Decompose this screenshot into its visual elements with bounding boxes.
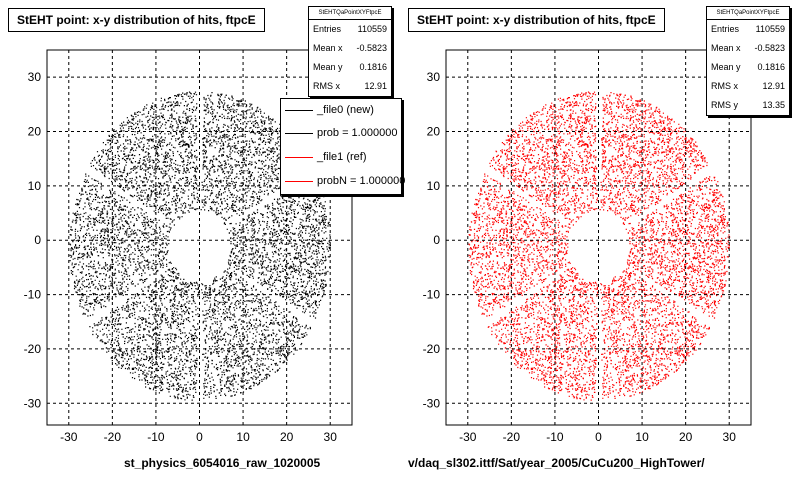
x-tick-label: -20: [503, 430, 521, 444]
hit-density: [69, 91, 332, 401]
stats-box: StEHTQaPointXYFtpcE Entries 110559 Mean x…: [706, 6, 790, 116]
x-tick-label: -10: [147, 430, 165, 444]
x-tick-label: -30: [459, 430, 477, 444]
stats-box: StEHTQaPointXYFtpcE Entries 110559 Mean x…: [308, 6, 392, 97]
stats-row: Mean y 0.1816: [313, 62, 387, 72]
x-tick-label: -10: [546, 430, 564, 444]
stats-title: StEHTQaPointXYFtpcE: [707, 7, 789, 20]
legend: _file0 (new) prob = 1.000000 _file1 (ref…: [280, 98, 405, 195]
y-tick-label: 0: [34, 233, 41, 247]
x-tick-label: 0: [595, 430, 602, 444]
hit-points: [468, 91, 731, 401]
y-tick-label: 30: [28, 70, 42, 84]
stats-row: RMS x 12.91: [313, 81, 387, 91]
chart-title: StEHT point: x-y distribution of hits, f…: [408, 8, 665, 32]
x-tick-label: 30: [723, 430, 737, 444]
x-tick-label: 0: [196, 430, 203, 444]
y-tick-label: 20: [427, 125, 441, 139]
left-panel: StEHT point: x-y distribution of hits, f…: [8, 6, 405, 470]
x-tick-label: -30: [60, 430, 78, 444]
x-tick-label: 20: [679, 430, 693, 444]
chart-title: StEHT point: x-y distribution of hits, f…: [8, 8, 265, 32]
x-tick-label: 10: [236, 430, 250, 444]
legend-swatch: [285, 157, 313, 158]
x-axis-label: v/daq_sl302.ittf/Sat/year_2005/CuCu200_H…: [408, 456, 705, 470]
legend-swatch: [285, 110, 313, 111]
x-tick-label: 30: [324, 430, 338, 444]
hit-points: [69, 91, 332, 401]
x-axis-label: st_physics_6054016_raw_1020005: [124, 456, 321, 470]
y-tick-label: -30: [423, 396, 441, 410]
y-tick-label: 20: [28, 125, 42, 139]
x-tick-label: 10: [635, 430, 649, 444]
y-tick-label: 10: [28, 179, 42, 193]
legend-swatch: [285, 133, 313, 134]
stats-title: StEHTQaPointXYFtpcE: [309, 7, 391, 20]
y-tick-label: 10: [427, 179, 441, 193]
y-tick-label: -20: [423, 342, 441, 356]
y-tick-label: -10: [423, 288, 441, 302]
stats-row: Mean x -0.5823: [313, 43, 387, 53]
x-tick-label: -20: [104, 430, 122, 444]
y-tick-label: 30: [427, 70, 441, 84]
stats-row: RMS y 13.35: [711, 100, 785, 110]
stats-row: Entries 110559: [711, 24, 785, 34]
scatter-plot-right: -30 -20 -10 0 10 20 30 -30 -20 -10 0 10 20 30: [423, 49, 752, 444]
x-tick-label: 20: [280, 430, 294, 444]
hit-density: [468, 91, 731, 401]
stats-row: Entries 110559: [313, 24, 387, 34]
y-tick-label: -20: [24, 342, 42, 356]
y-tick-label: -10: [24, 288, 42, 302]
stats-row: Mean y 0.1816: [711, 62, 785, 72]
stats-row: RMS x 12.91: [711, 81, 785, 91]
right-panel: StEHT point: x-y distribution of hits, f…: [400, 0, 800, 480]
y-tick-label: 0: [433, 233, 440, 247]
stats-row: Mean x -0.5823: [711, 43, 785, 53]
legend-swatch: [285, 181, 313, 182]
y-tick-label: -30: [24, 396, 42, 410]
